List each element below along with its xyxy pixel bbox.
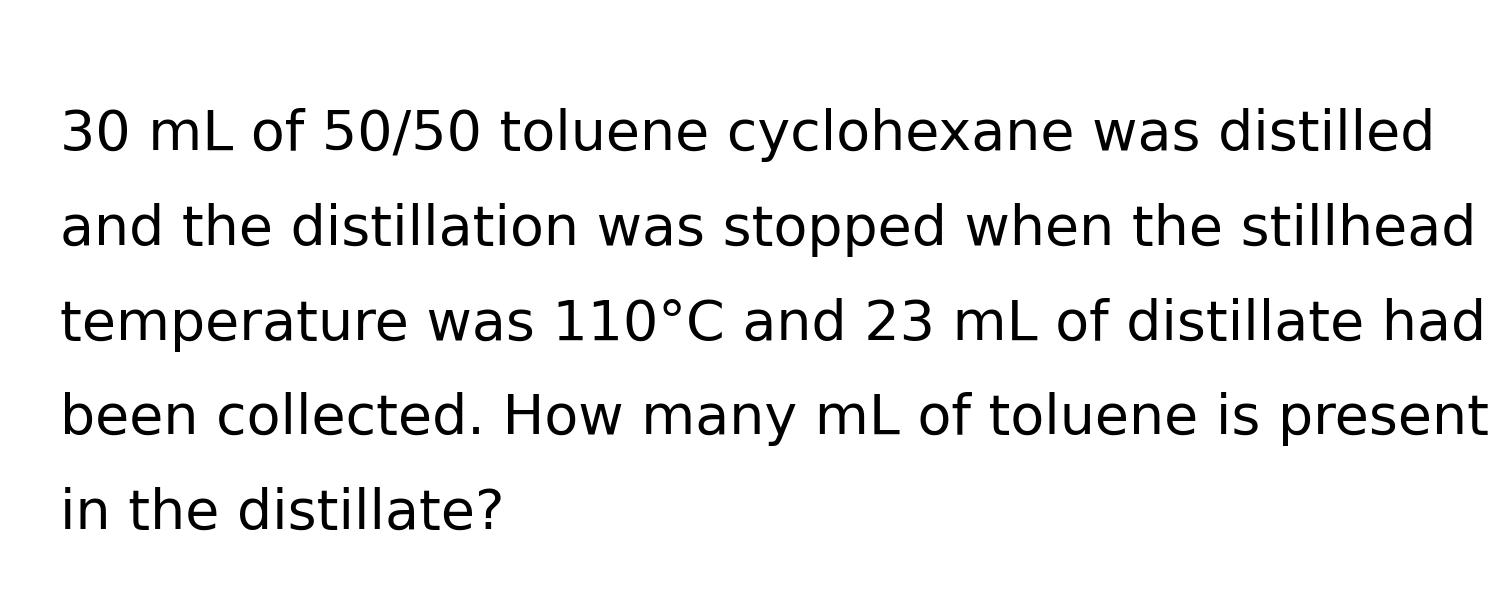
- Text: temperature was 110°C and 23 mL of distillate had: temperature was 110°C and 23 mL of disti…: [60, 298, 1486, 352]
- Text: 30 mL of 50/50 toluene cyclohexane was distilled: 30 mL of 50/50 toluene cyclohexane was d…: [60, 108, 1436, 162]
- Text: in the distillate?: in the distillate?: [60, 487, 504, 541]
- Text: been collected. How many mL of toluene is present: been collected. How many mL of toluene i…: [60, 392, 1490, 446]
- Text: and the distillation was stopped when the stillhead: and the distillation was stopped when th…: [60, 203, 1476, 257]
